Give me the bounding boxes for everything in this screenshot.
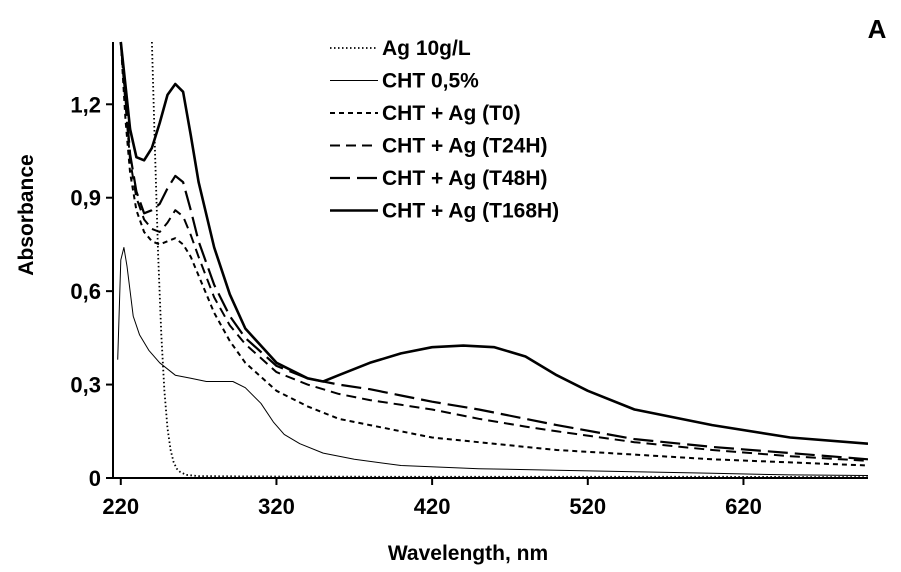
legend-label: CHT + Ag (T168H) (382, 200, 559, 223)
x-tick-label: 320 (258, 494, 295, 519)
x-ticks: 220 320 420 520 620 (102, 478, 762, 519)
series-line-3 (119, 41, 868, 467)
panel-label: A (868, 14, 887, 44)
legend-label: CHT + Ag (T48H) (382, 167, 547, 190)
y-tick-label: 1,2 (70, 92, 101, 117)
series-line-6 (119, 41, 868, 445)
x-tick-label: 220 (102, 494, 139, 519)
series-line-5 (119, 41, 868, 461)
y-tick-label: 0,6 (70, 279, 101, 304)
x-tick-label: 520 (569, 494, 606, 519)
legend: Ag 10g/L CHT 0,5% CHT + Ag (T0) CHT + Ag (T… (330, 37, 559, 223)
x-tick-label: 620 (725, 494, 762, 519)
series-line-4 (119, 41, 868, 462)
legend-label: Ag 10g/L (382, 37, 471, 60)
x-tick-label: 420 (414, 494, 451, 519)
series-line-2 (117, 247, 868, 476)
y-tick-label: 0,9 (70, 186, 101, 211)
y-tick-label: 0 (89, 466, 101, 491)
legend-label: CHT + Ag (T0) (382, 102, 521, 125)
legend-label: CHT 0,5% (382, 70, 479, 93)
legend-label: CHT + Ag (T24H) (382, 135, 547, 158)
series-line-1 (151, 41, 868, 478)
plot-lines (117, 41, 868, 478)
x-axis-title: Wavelength, nm (388, 542, 548, 565)
y-tick-label: 0,3 (70, 373, 101, 398)
y-axis-title: Absorbance (15, 154, 38, 275)
y-ticks: 0 0,3 0,6 0,9 1,2 (70, 92, 113, 491)
